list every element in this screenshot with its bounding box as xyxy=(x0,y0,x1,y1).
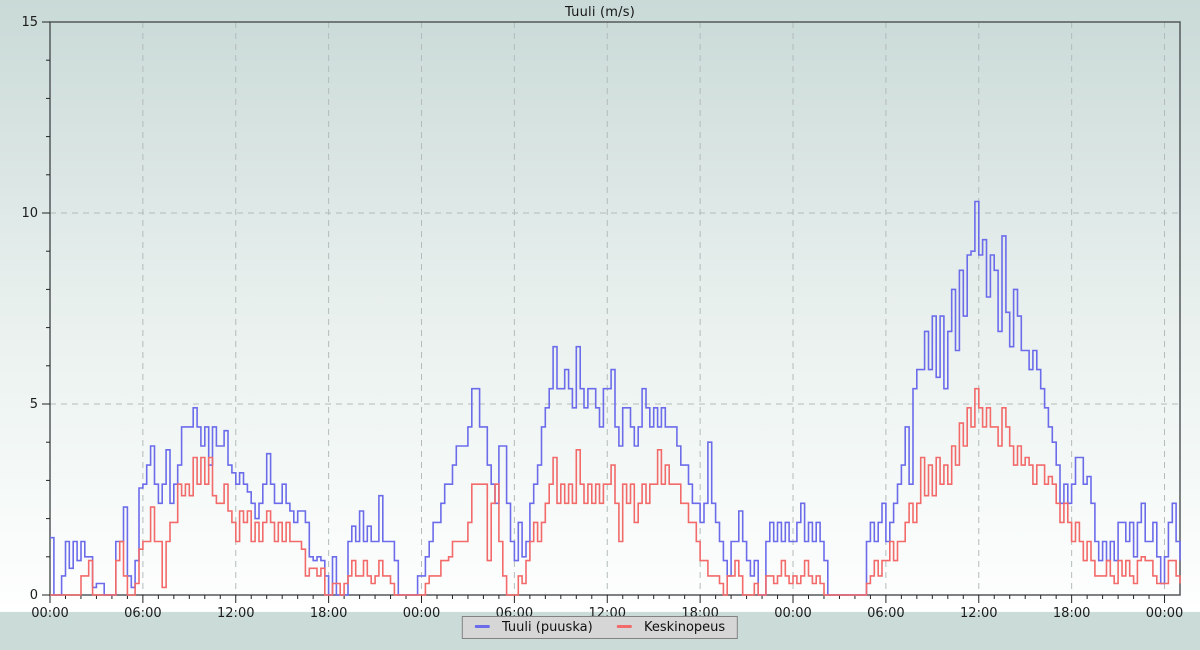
y-axis-label: 10 xyxy=(21,206,38,221)
average-series-line xyxy=(50,387,1181,596)
x-axis-label: 12:00 xyxy=(960,606,997,621)
x-axis-label: 18:00 xyxy=(1053,606,1090,621)
x-axis-label: 06:00 xyxy=(124,606,161,621)
chart-title: Tuuli (m/s) xyxy=(565,5,635,20)
plot-border xyxy=(49,21,1181,596)
legend-item-gust: Tuuli (puuska) xyxy=(474,620,593,635)
y-axis-label: 0 xyxy=(30,588,38,603)
y-axis-label: 15 xyxy=(21,15,38,30)
x-axis-label: 18:00 xyxy=(310,606,347,621)
y-axis-label: 5 xyxy=(30,397,38,412)
average-series-swatch-icon xyxy=(616,625,632,628)
gust-series-line xyxy=(50,200,1181,596)
x-axis-label: 00:00 xyxy=(1146,606,1183,621)
legend-label-gust: Tuuli (puuska) xyxy=(501,620,593,635)
legend-label-average: Keskinopeus xyxy=(643,620,726,635)
legend-item-average: Keskinopeus xyxy=(616,620,726,635)
x-axis-label: 00:00 xyxy=(774,606,811,621)
gust-series-swatch-icon xyxy=(474,625,490,628)
x-axis-label: 00:00 xyxy=(31,606,68,621)
x-axis-label: 00:00 xyxy=(403,606,440,621)
chart-legend: Tuuli (puuska) Keskinopeus xyxy=(461,616,739,639)
x-axis-label: 12:00 xyxy=(217,606,254,621)
x-axis-label: 06:00 xyxy=(867,606,904,621)
